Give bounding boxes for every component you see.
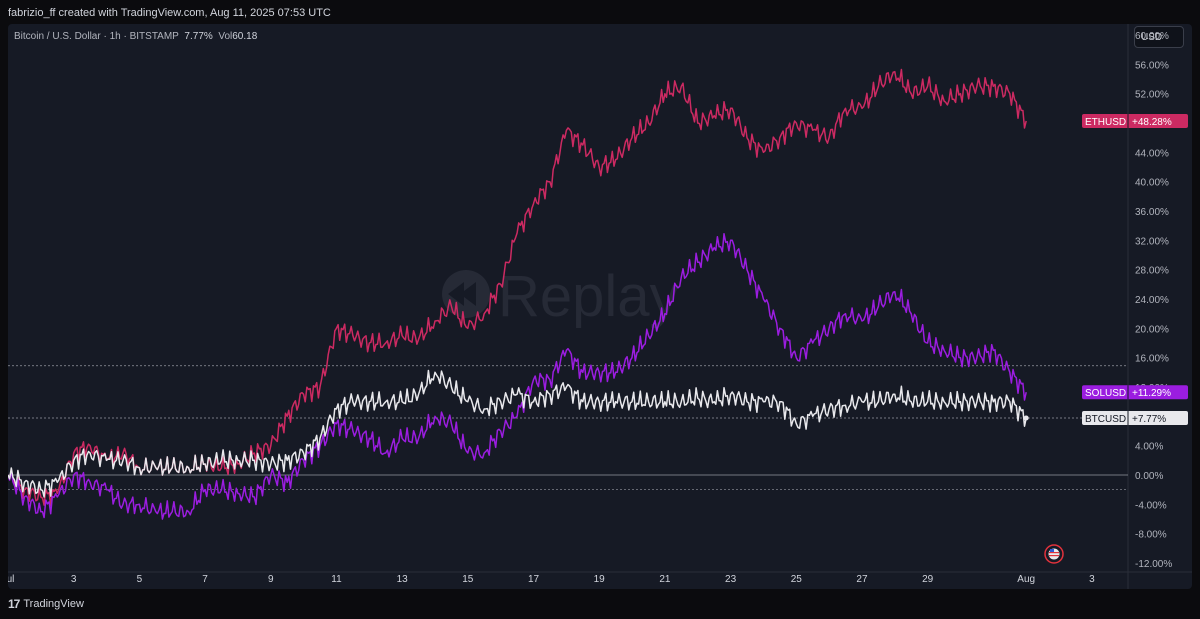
x-tick-label: 13 <box>397 574 409 585</box>
vol-value: 60.18 <box>232 31 258 42</box>
x-tick-label: 3 <box>71 574 77 585</box>
y-tick-label: -8.00% <box>1135 530 1167 541</box>
rewind-icon <box>448 282 476 306</box>
series-name: ETHUSD <box>1085 117 1126 128</box>
chart-frame[interactable]: Bitcoin / U.S. Dollar · 1h · BITSTAMP 7.… <box>8 24 1192 589</box>
symbol-name: Bitcoin / U.S. Dollar · 1h · BITSTAMP <box>14 31 179 42</box>
series-value: +7.77% <box>1132 414 1166 425</box>
chart-svg[interactable]: Replay 60.00%56.00%52.00%48.00%44.00%40.… <box>8 24 1192 589</box>
series-value: +48.28% <box>1132 117 1172 128</box>
series-name: BTCUSD <box>1085 414 1126 425</box>
y-tick-label: 56.00% <box>1135 60 1169 71</box>
y-axis: 60.00%56.00%52.00%48.00%44.00%40.00%36.0… <box>1135 31 1172 570</box>
x-tick-label: 23 <box>725 574 737 585</box>
y-tick-label: 20.00% <box>1135 324 1169 335</box>
currency-selector[interactable]: USD <box>1134 26 1184 48</box>
series-label-btcusd: BTCUSD +7.77% <box>1082 411 1188 426</box>
y-tick-label: 32.00% <box>1135 236 1169 247</box>
y-tick-label: 24.00% <box>1135 295 1169 306</box>
y-tick-label: 4.00% <box>1135 442 1163 453</box>
y-tick-label: 28.00% <box>1135 266 1169 277</box>
replay-watermark: Replay <box>442 264 679 329</box>
x-tick-label: 9 <box>268 574 274 585</box>
symbol-change: 7.77% <box>184 31 213 42</box>
series-labels: ETHUSD +48.28% SOLUSD +11.29% BTCUSD +7.77% <box>1082 113 1188 426</box>
series-name: SOLUSD <box>1085 388 1126 399</box>
y-tick-label: 36.00% <box>1135 207 1169 218</box>
y-tick-label: 60.00% <box>1135 31 1169 42</box>
y-tick-label: 40.00% <box>1135 178 1169 189</box>
x-tick-label: 17 <box>528 574 540 585</box>
y-tick-label: 0.00% <box>1135 471 1163 482</box>
x-tick-label: 27 <box>856 574 868 585</box>
watermark-text: Replay <box>498 264 679 329</box>
grid-layer <box>8 24 1192 589</box>
series-label-ethusd: ETHUSD +48.28% <box>1082 113 1188 128</box>
y-tick-label: -4.00% <box>1135 500 1167 511</box>
series-value: +11.29% <box>1132 388 1171 399</box>
x-axis: Jul 3 5 7 9 11 13 15 17 19 21 23 25 27 29 Aug 3 <box>8 574 1095 585</box>
x-tick-label: 19 <box>594 574 606 585</box>
x-tick-label: 5 <box>137 574 143 585</box>
btc-last-point <box>1023 415 1029 421</box>
vol-label: Vol <box>218 31 233 42</box>
y-tick-label: 52.00% <box>1135 90 1169 101</box>
y-tick-label: 44.00% <box>1135 148 1169 159</box>
x-tick-label: 3 <box>1089 574 1095 585</box>
x-tick-label: 11 <box>331 574 342 585</box>
y-tick-label: -12.00% <box>1135 559 1172 570</box>
x-tick-label: 21 <box>659 574 671 585</box>
series-layer <box>8 68 1029 520</box>
x-tick-label: 7 <box>202 574 208 585</box>
footer-brand[interactable]: TradingView <box>23 598 84 610</box>
series-line-solusd <box>8 233 1027 520</box>
attribution: fabrizio_ff created with TradingView.com… <box>8 7 331 19</box>
x-tick-label: Jul <box>8 574 14 585</box>
footer: 17 TradingView <box>8 597 84 611</box>
y-tick-label: 16.00% <box>1135 354 1169 365</box>
series-label-solusd: SOLUSD +11.29% <box>1082 385 1188 400</box>
x-tick-label: 25 <box>791 574 803 585</box>
x-tick-label: 29 <box>922 574 934 585</box>
tradingview-logo-icon[interactable]: 17 <box>8 597 20 611</box>
x-tick-label: 15 <box>462 574 474 585</box>
x-tick-label: Aug <box>1017 574 1035 585</box>
us-flag-event-icon[interactable] <box>1044 544 1064 564</box>
symbol-info: Bitcoin / U.S. Dollar · 1h · BITSTAMP 7.… <box>14 31 257 42</box>
series-line-btcusd <box>8 369 1027 498</box>
